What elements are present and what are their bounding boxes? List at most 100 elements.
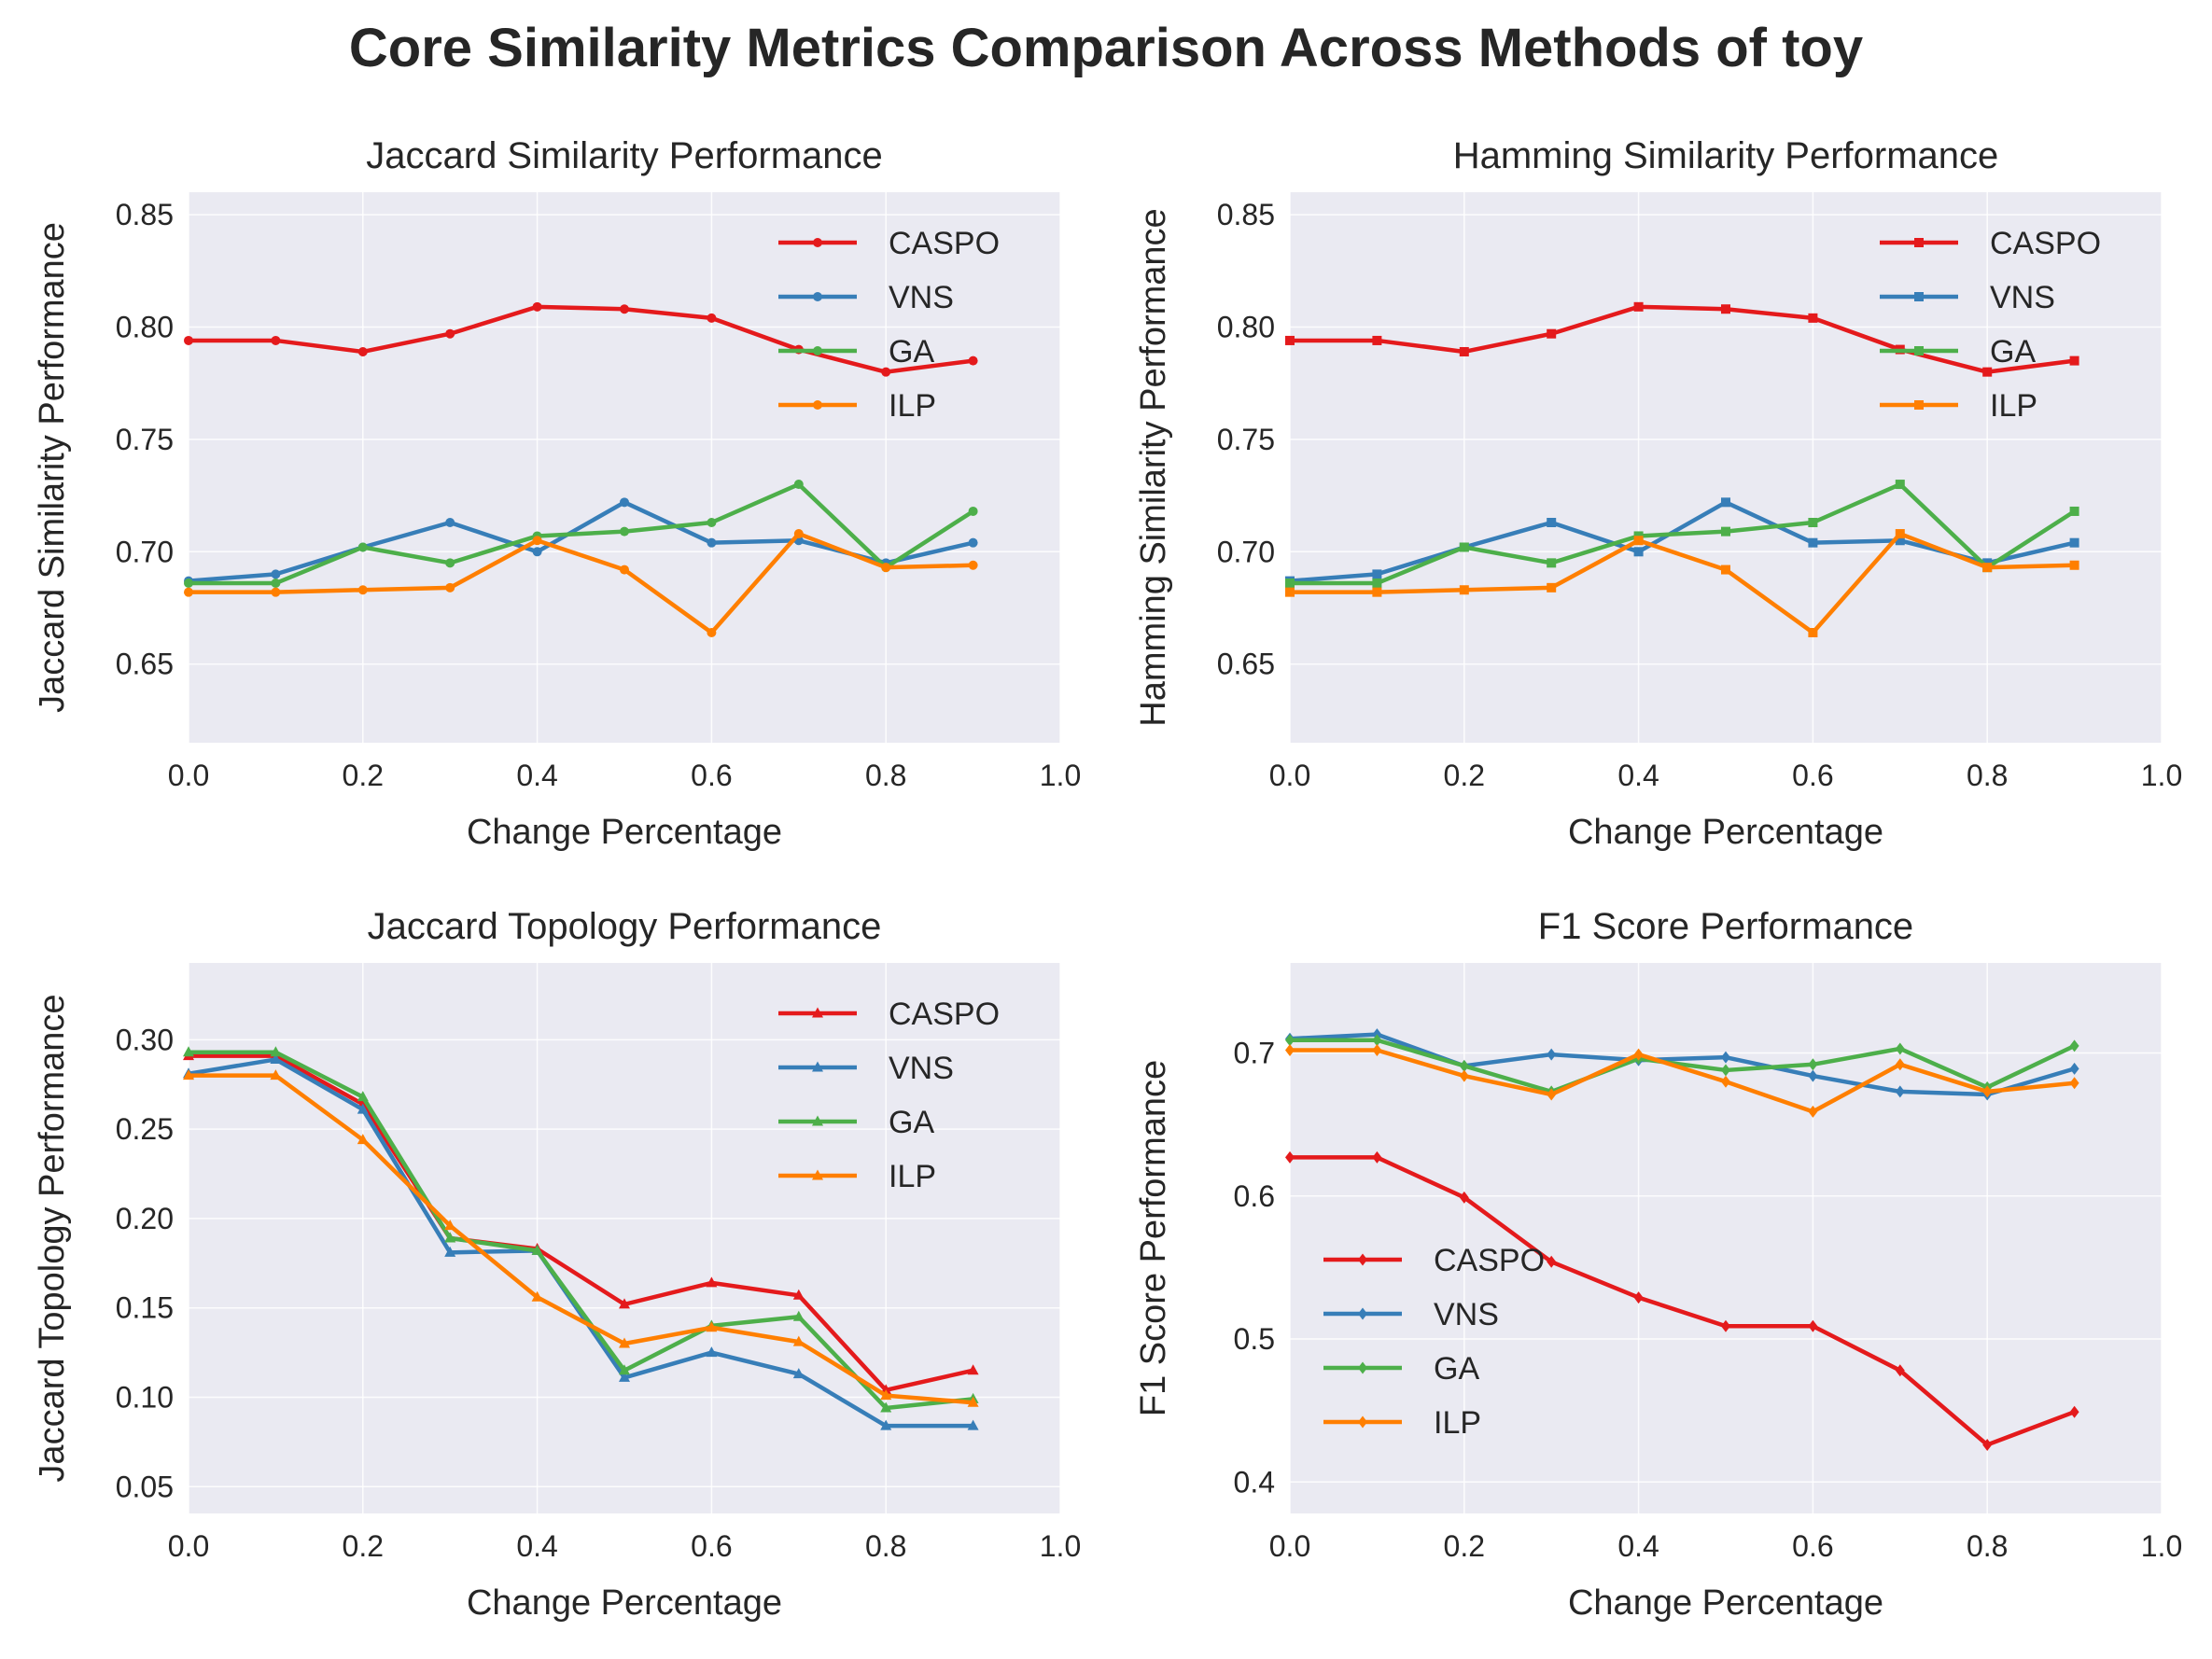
jaccard-similarity-legend-vns-marker	[813, 292, 822, 301]
jaccard-similarity-x-tick-label: 1.0	[1040, 759, 1081, 792]
jaccard-similarity-ilp-point	[793, 529, 804, 539]
jaccard-similarity-y-tick-label: 0.85	[116, 198, 174, 231]
f1-score-vns-point	[1895, 1085, 1905, 1098]
jaccard-similarity-vns-point	[707, 537, 717, 548]
jaccard-topology-vns-point	[880, 1419, 892, 1430]
f1-score-vns-point	[1721, 1051, 1730, 1064]
jaccard-topology-y-tick-label: 0.10	[116, 1380, 174, 1414]
jaccard-similarity-legend-ilp-marker	[813, 400, 822, 410]
f1-score-x-tick-label: 0.8	[1967, 1529, 2008, 1563]
f1-score-ilp-point	[1459, 1069, 1469, 1082]
jaccard-similarity-ilp-point	[881, 563, 891, 573]
jaccard-similarity-caspo-point	[184, 335, 193, 345]
f1-score-caspo-point	[1372, 1150, 1382, 1164]
jaccard-similarity-x-tick-label: 0.4	[516, 759, 557, 792]
jaccard-topology-ilp-point	[357, 1134, 369, 1145]
jaccard-similarity-vns-point	[445, 518, 455, 527]
f1-score-x-tick-label: 0.6	[1792, 1529, 1833, 1563]
jaccard-similarity-caspo-line	[186, 304, 975, 374]
hamming-similarity-ilp-point	[1547, 582, 1557, 592]
jaccard-similarity-legend-caspo-label: CASPO	[889, 226, 1000, 261]
f1-score-caspo-point	[1285, 1150, 1295, 1164]
jaccard-topology-legend-vns-label: VNS	[889, 1051, 954, 1086]
jaccard-topology-ilp-point	[444, 1220, 456, 1231]
jaccard-topology-caspo-point	[967, 1364, 979, 1375]
jaccard-similarity-caspo-point	[968, 356, 978, 366]
hamming-similarity-x-tick-label: 0.4	[1617, 759, 1659, 792]
hamming-similarity-panel: 0.0 0.2 0.4 0.6 0.8 1.0 0.65 0.70 0.75 0.80 0.85 Ha…	[1134, 135, 2182, 852]
jaccard-topology-ilp-point	[619, 1337, 630, 1348]
jaccard-topology-ga-point	[270, 1046, 282, 1057]
jaccard-topology-caspo-line	[186, 1053, 975, 1393]
jaccard-topology-x-tick-label: 0.2	[343, 1529, 384, 1563]
jaccard-topology-legend-ga-label: GA	[889, 1105, 934, 1140]
jaccard-topology-vns-line	[186, 1057, 975, 1429]
jaccard-similarity-panel: 0.0 0.2 0.4 0.6 0.8 1.0 0.65 0.70 0.75 0.80 0.85 Ja…	[33, 135, 1081, 852]
jaccard-topology-y-tick-label: 0.20	[116, 1202, 174, 1235]
jaccard-topology-vns-point	[357, 1103, 369, 1114]
jaccard-similarity-ilp-line	[186, 531, 975, 635]
hamming-similarity-ilp-point	[1633, 536, 1644, 546]
hamming-similarity-caspo-line	[1287, 304, 2077, 374]
jaccard-topology-legend-ga-marker	[812, 1115, 823, 1126]
jaccard-similarity-ilp-point	[271, 587, 281, 597]
f1-score-vns-point	[1547, 1048, 1557, 1061]
jaccard-similarity-vns-point	[532, 547, 542, 557]
f1-score-legend-caspo-marker	[1358, 1253, 1367, 1266]
f1-score-ilp-point	[1547, 1088, 1557, 1101]
f1-score-ga-point	[2069, 1039, 2079, 1053]
jaccard-similarity-vns-point	[271, 569, 281, 579]
f1-score-ilp-line	[1287, 1048, 2077, 1114]
f1-score-ilp-point	[1808, 1105, 1818, 1118]
f1-score-ilp-point	[1982, 1085, 1993, 1098]
f1-score-x-axis-label: Change Percentage	[1568, 1583, 1883, 1623]
jaccard-similarity-legend-vns-label: VNS	[889, 280, 954, 315]
f1-score-y-axis-label: F1 Score Performance	[1134, 1060, 1173, 1416]
hamming-similarity-x-tick-label: 1.0	[2141, 759, 2182, 792]
hamming-similarity-ilp-point	[1895, 529, 1905, 539]
jaccard-similarity-ga-point	[968, 506, 978, 516]
f1-score-ga-point	[1721, 1064, 1730, 1077]
jaccard-similarity-y-tick-label: 0.70	[116, 535, 174, 568]
jaccard-topology-vns-point	[444, 1246, 456, 1257]
f1-score-ilp-point	[1895, 1058, 1905, 1071]
hamming-similarity-legend-ilp-label: ILP	[1990, 388, 2037, 424]
jaccard-topology-legend-ilp-label: ILP	[889, 1159, 936, 1194]
jaccard-similarity-caspo-point	[532, 301, 542, 312]
hamming-similarity-x-tick-label: 0.8	[1967, 759, 2008, 792]
hamming-similarity-ga-point	[1547, 558, 1557, 568]
hamming-similarity-ga-point	[1285, 579, 1295, 589]
hamming-similarity-x-tick-label: 0.0	[1269, 759, 1310, 792]
jaccard-topology-ga-point	[792, 1310, 805, 1321]
jaccard-topology-ga-point	[880, 1401, 892, 1413]
jaccard-topology-legend-ilp-marker	[812, 1169, 823, 1180]
jaccard-similarity-legend-ga-marker	[813, 346, 822, 356]
jaccard-similarity-x-tick-label: 0.6	[691, 759, 732, 792]
jaccard-similarity-ilp-point	[620, 565, 629, 575]
jaccard-topology-ilp-point	[880, 1389, 892, 1401]
jaccard-similarity-ga-point	[271, 579, 281, 589]
jaccard-topology-vns-point	[967, 1419, 979, 1430]
hamming-similarity-y-tick-label: 0.75	[1217, 423, 1275, 456]
hamming-similarity-ga-point	[1808, 518, 1818, 527]
f1-score-legend-ga-marker	[1358, 1361, 1367, 1374]
hamming-similarity-legend-vns-label: VNS	[1990, 280, 2055, 315]
hamming-similarity-caspo-point	[1547, 328, 1557, 339]
jaccard-topology-ilp-point	[792, 1335, 805, 1346]
jaccard-similarity-caspo-point	[271, 335, 281, 345]
jaccard-similarity-legend-caspo-marker	[813, 238, 822, 247]
f1-score-x-tick-label: 0.2	[1444, 1529, 1485, 1563]
f1-score-legend-ilp-label: ILP	[1434, 1405, 1481, 1441]
hamming-similarity-ilp-point	[1459, 585, 1469, 595]
hamming-similarity-vns-point	[1633, 547, 1644, 557]
jaccard-topology-y-tick-label: 0.15	[116, 1291, 174, 1325]
jaccard-similarity-ga-point	[793, 480, 804, 490]
hamming-similarity-ilp-line	[1287, 531, 2077, 635]
hamming-similarity-vns-point	[1721, 497, 1730, 508]
hamming-similarity-caspo-point	[1285, 335, 1295, 345]
jaccard-topology-y-axis-label: Jaccard Topology Performance	[33, 994, 72, 1482]
f1-score-ilp-point	[1633, 1048, 1644, 1061]
hamming-similarity-y-tick-label: 0.85	[1217, 198, 1275, 231]
jaccard-topology-ga-point	[531, 1244, 543, 1255]
